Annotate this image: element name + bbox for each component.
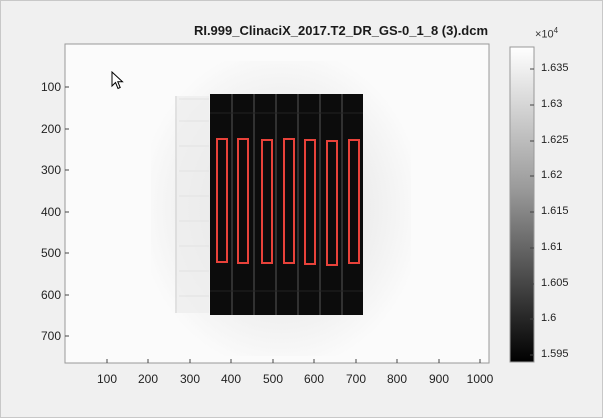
colorbar-exponent: ×104 [535,26,558,41]
roi-rectangle [304,139,316,265]
x-tick-label: 500 [262,372,284,386]
mouse-pointer-icon [111,71,124,90]
exponent-base: ×10 [535,28,554,41]
colorbar-tick-label: 1.625 [541,134,569,146]
colorbar-tick-label: 1.63 [541,98,563,110]
roi-rectangle [261,139,273,264]
y-tick-label: 200 [40,122,61,136]
y-tick-label: 600 [40,288,61,302]
colorbar-tick-label: 1.615 [541,205,569,217]
dark-field [210,94,363,315]
x-tick-label: 600 [303,372,325,386]
x-tick-label: 700 [345,372,367,386]
x-tick-label: 400 [220,372,242,386]
roi-rectangle [348,139,360,264]
colorbar-tick-label: 1.635 [541,62,569,74]
x-tick-label: 100 [96,372,118,386]
colorbar-tick-label: 1.595 [541,348,569,360]
y-tick-label: 300 [40,163,61,177]
x-tick-label: 200 [137,372,159,386]
x-tick-label: 300 [179,372,201,386]
colorbar-tick-label: 1.62 [541,169,563,181]
y-tick-label: 100 [40,80,61,94]
colorbar [509,46,535,363]
x-tick-label: 800 [386,372,408,386]
exponent-power: 4 [553,26,559,35]
y-tick-label: 700 [40,329,61,343]
colorbar-tick-label: 1.605 [541,277,569,289]
roi-rectangle [237,138,249,264]
y-tick-label: 500 [40,246,61,260]
colorbar-tick-label: 1.6 [541,312,557,324]
x-tick-label: 1000 [466,372,494,386]
plot-title: RI.999_ClinaciX_2017.T2_DR_GS-0_1_8 (3).… [193,23,489,38]
leaf-gap-lines [231,94,343,315]
roi-group [216,138,360,266]
colorbar-tick-label: 1.61 [541,241,563,253]
roi-rectangle [326,140,338,266]
y-tick-label: 400 [40,205,61,219]
roi-rectangle [283,138,295,264]
roi-rectangle [216,138,228,263]
x-tick-label: 900 [428,372,450,386]
